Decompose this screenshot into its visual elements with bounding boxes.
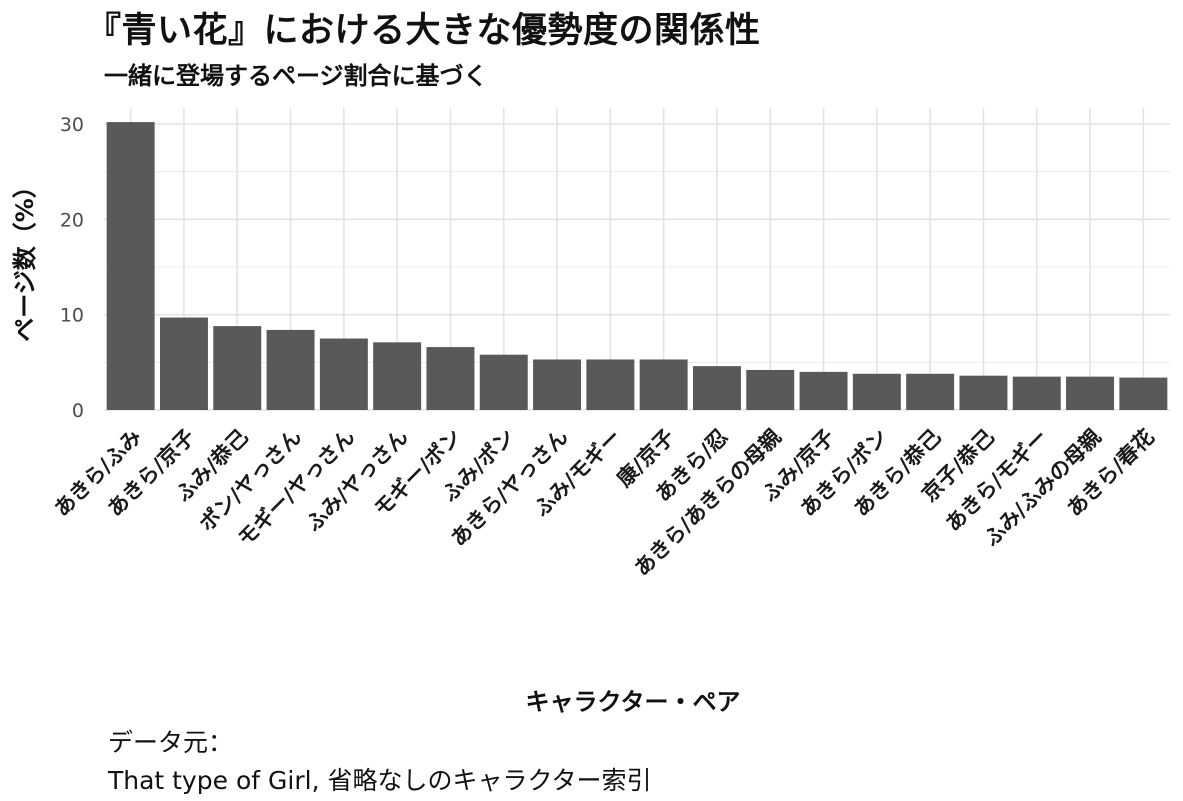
y-axis-ticks: 0 10 20 30 (60, 114, 84, 422)
bar (266, 329, 315, 410)
y-tick-label: 20 (60, 209, 84, 231)
bar (1119, 377, 1168, 410)
bar (426, 347, 475, 410)
bar (906, 373, 955, 410)
y-axis-label: ページ数（%） (11, 174, 39, 342)
bar (799, 371, 848, 410)
bar (213, 326, 262, 410)
x-axis-label: キャラクター・ペア (525, 688, 740, 716)
x-axis-ticks: あきら/ふみあきら/京子ふみ/恭己ポン/ヤっさんモギー/ヤっさんふみ/ヤっさんモ… (50, 425, 1159, 581)
bar (639, 359, 688, 410)
bar (159, 317, 208, 410)
bar (746, 369, 795, 410)
bar (1066, 376, 1115, 410)
caption: データ元： That type of Girl, 省略なしのキャラクター索引 (108, 724, 651, 800)
caption-line-1: データ元： (108, 728, 234, 757)
grid-lines (104, 108, 1170, 411)
y-tick-label: 30 (60, 114, 84, 136)
bars (106, 122, 1168, 411)
bar (692, 366, 741, 410)
bar (479, 354, 528, 410)
bar (319, 338, 368, 410)
bar (1012, 376, 1061, 410)
caption-line-2: That type of Girl, 省略なしのキャラクター索引 (108, 766, 652, 795)
bar (533, 359, 582, 410)
bar (852, 373, 901, 410)
y-tick-label: 10 (60, 305, 84, 327)
bar (586, 359, 635, 410)
bar (959, 375, 1008, 410)
y-tick-label: 0 (72, 400, 84, 422)
chart-subtitle: 一緒に登場するページ割合に基づく (104, 62, 488, 90)
bar (373, 342, 422, 410)
bar (106, 122, 155, 411)
chart-title: 『青い花』における大きな優勢度の関係性 (86, 11, 761, 51)
